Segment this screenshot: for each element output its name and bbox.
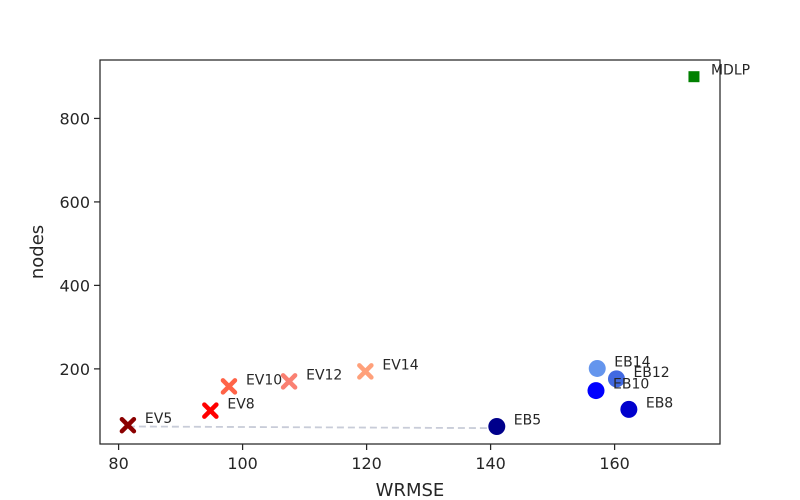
x-tick-label: 160 <box>599 454 630 473</box>
point-ev14-stroke-b <box>357 363 374 380</box>
y-tick-label: 200 <box>59 360 90 379</box>
point-label-ev8: EV8 <box>227 397 254 413</box>
x-tick-label: 140 <box>475 454 506 473</box>
point-ev8-stroke-b <box>202 402 219 419</box>
point-label-ev12: EV12 <box>306 367 342 383</box>
point-ev8 <box>202 402 219 419</box>
x-tick-label: 120 <box>351 454 382 473</box>
point-label-mdlp: MDLP <box>711 63 750 79</box>
point-label-eb14: EB14 <box>614 354 650 370</box>
point-mdlp <box>688 71 700 83</box>
dashed-connector-line <box>127 425 497 430</box>
y-axis-label: nodes <box>27 225 48 279</box>
x-tick-label: 80 <box>108 454 128 473</box>
plot-frame <box>99 59 721 445</box>
point-ev5-stroke-b <box>119 416 137 434</box>
point-label-ev10: EV10 <box>246 372 282 388</box>
point-label-eb12: EB12 <box>633 365 669 381</box>
point-eb14 <box>588 359 606 377</box>
point-label-eb10: EB10 <box>613 377 649 393</box>
point-ev12 <box>280 373 298 390</box>
x-axis-label: WRMSE <box>376 480 445 500</box>
point-label-ev5: EV5 <box>145 411 172 427</box>
point-ev12-stroke-b <box>280 373 298 390</box>
point-label-ev14: EV14 <box>382 357 418 373</box>
point-eb5 <box>488 417 506 435</box>
point-ev5 <box>119 416 137 434</box>
point-eb10 <box>587 382 605 400</box>
point-eb8 <box>620 400 638 418</box>
y-tick-label: 600 <box>59 193 90 212</box>
point-ev10 <box>220 378 238 395</box>
y-tick-label: 800 <box>59 109 90 128</box>
point-eb12 <box>607 370 625 388</box>
point-label-eb8: EB8 <box>646 395 673 411</box>
point-ev10-stroke-b <box>220 378 238 395</box>
y-tick-label: 400 <box>59 276 90 295</box>
x-tick-label: 100 <box>227 454 258 473</box>
point-ev14 <box>357 363 374 380</box>
point-label-eb5: EB5 <box>514 412 541 428</box>
